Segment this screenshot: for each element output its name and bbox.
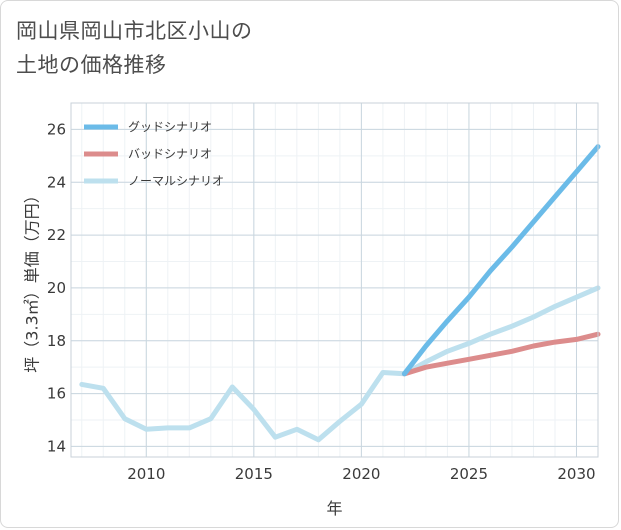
x-axis-label: 年 (326, 499, 342, 518)
x-tick-label: 2020 (342, 465, 380, 483)
y-tick-label: 18 (47, 332, 66, 350)
series-line-1 (401, 331, 601, 377)
y-tick-label: 14 (47, 437, 66, 455)
x-tick-label: 2015 (235, 465, 273, 483)
legend-label-1: バッドシナリオ (128, 147, 212, 161)
chart-title: 岡山県岡山市北区小山の 土地の価格推移 (16, 14, 253, 82)
tick-labels: 2010 2015 2020 2025 2030 14 16 18 20 22 24 26 (47, 120, 596, 483)
series-lines (79, 144, 601, 443)
legend-label-0: グッドシナリオ (128, 120, 212, 134)
y-tick-label: 22 (47, 226, 66, 244)
y-tick-label: 16 (47, 385, 66, 403)
x-tick-label: 2030 (557, 465, 595, 483)
x-tick-label: 2010 (127, 465, 165, 483)
series-line-0 (401, 144, 601, 377)
legend-label-2: ノーマルシナリオ (128, 174, 224, 188)
plot-frame (70, 102, 599, 458)
grid-lines (71, 102, 599, 457)
y-axis-label: 坪（3.3㎡）単価（万円） (23, 187, 42, 372)
title-line-1: 岡山県岡山市北区小山の (16, 19, 253, 43)
y-tick-label: 20 (47, 279, 66, 297)
series-line-2 (79, 285, 601, 443)
y-tick-label: 26 (47, 120, 66, 138)
y-tick-label: 24 (47, 173, 66, 191)
title-line-2: 土地の価格推移 (16, 53, 167, 77)
x-tick-label: 2025 (450, 465, 488, 483)
